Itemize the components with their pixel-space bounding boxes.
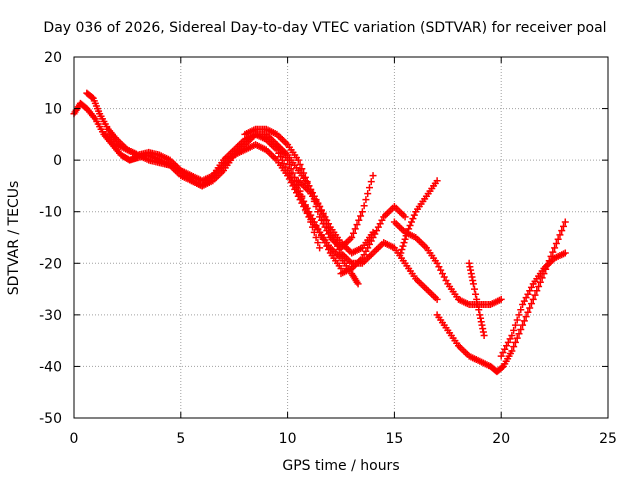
plot-frame (73, 56, 609, 419)
series-trace-10 (497, 249, 569, 360)
x-tick-label: 15 (385, 431, 403, 447)
x-tick-label: 20 (492, 431, 510, 447)
data-point-markers (433, 218, 569, 376)
y-axis-label: SDTVAR / TECUs (6, 181, 22, 296)
data-point-markers (337, 203, 409, 278)
y-tick-label: 20 (44, 50, 62, 66)
axis-ticks: 0 5 10 15 20 25 -50 -40 -30 -20 -10 0 10 20 (39, 50, 617, 447)
x-tick-label: 5 (176, 431, 185, 447)
x-tick-label: 25 (599, 431, 617, 447)
data-point-markers (497, 249, 569, 360)
series-trace-12 (465, 259, 488, 339)
y-tick-label: -10 (39, 205, 62, 221)
x-tick-label: 10 (279, 431, 297, 447)
data-series (70, 89, 569, 376)
y-tick-label: -20 (39, 256, 62, 272)
y-tick-label: -30 (39, 308, 62, 324)
x-tick-label: 0 (70, 431, 79, 447)
data-point-markers (102, 130, 345, 272)
y-tick-label: 10 (44, 102, 62, 118)
data-point-markers (465, 259, 488, 339)
y-tick-label: -40 (39, 359, 62, 375)
chart-title: Day 036 of 2026, Sidereal Day-to-day VTE… (43, 20, 606, 36)
series-trace-11 (337, 203, 409, 278)
y-tick-label: -50 (39, 411, 62, 427)
series-trace-9 (433, 218, 569, 376)
data-point-markers (397, 177, 441, 257)
y-tick-label: 0 (53, 153, 62, 169)
series-trace-3 (102, 130, 345, 272)
series-trace-8 (397, 177, 441, 257)
x-axis-label: GPS time / hours (282, 458, 399, 474)
